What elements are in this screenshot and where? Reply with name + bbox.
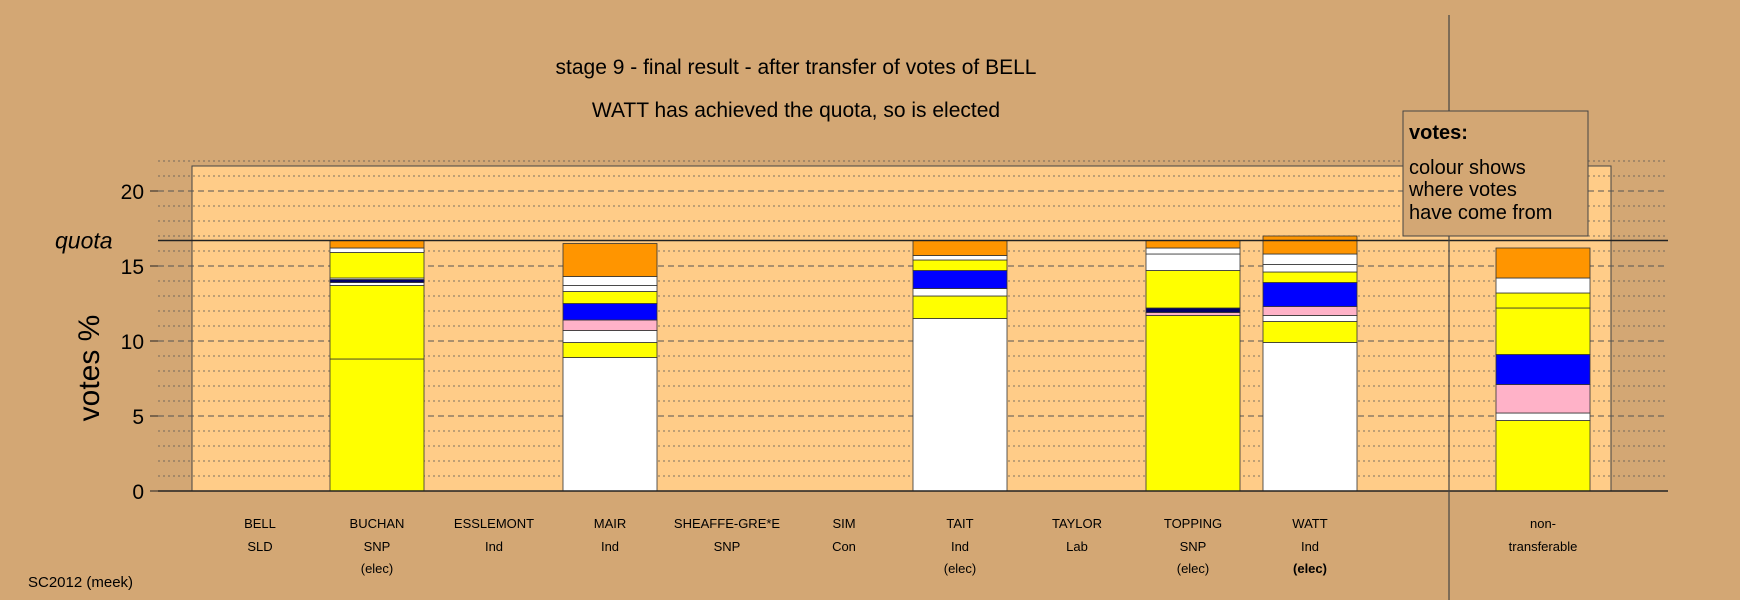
bar-segment xyxy=(1262,342,1358,492)
bar-segment xyxy=(912,288,1008,297)
bar-segment xyxy=(1262,235,1358,255)
bar-segment xyxy=(1262,253,1358,265)
chart-subtitle: WATT has achieved the quota, so is elect… xyxy=(592,99,1000,122)
bar-segment xyxy=(912,255,1008,261)
legend: votes: colour shows where votes have com… xyxy=(1402,110,1589,237)
bar-segment xyxy=(329,279,425,283)
y-axis: 0 5 10 15 20 xyxy=(121,181,1668,504)
bar-segment xyxy=(329,240,425,249)
bar-segment xyxy=(329,282,425,286)
y-tick-label: 15 xyxy=(121,256,144,279)
bar-segment xyxy=(1145,307,1241,313)
legend-line-2: where votes xyxy=(1408,179,1517,201)
candidate-status: (elec) xyxy=(1177,561,1210,576)
candidate-name: BUCHAN xyxy=(350,516,405,531)
bar-segment xyxy=(912,295,1008,319)
bar-segment xyxy=(329,247,425,253)
bar-segment xyxy=(1145,270,1241,309)
candidate-name: TAIT xyxy=(946,516,973,531)
candidate-name: WATT xyxy=(1292,516,1327,531)
candidate-party: SNP xyxy=(364,539,391,554)
candidate-party: Ind xyxy=(485,539,503,554)
candidate-name: TAYLOR xyxy=(1052,516,1102,531)
candidate-party: Lab xyxy=(1066,539,1088,554)
bar-segment xyxy=(1145,253,1241,271)
bar-segment xyxy=(1495,384,1591,414)
footer-note: SC2012 (meek) xyxy=(28,574,133,591)
bar-segment xyxy=(562,291,658,304)
legend-title: votes: xyxy=(1409,122,1468,144)
candidate-status: (elec) xyxy=(1293,561,1327,576)
bar-segment xyxy=(329,358,425,492)
bar-segment xyxy=(1262,306,1358,316)
bar-segment xyxy=(562,357,658,492)
bar-segment xyxy=(1145,247,1241,255)
bar-segment xyxy=(1495,247,1591,279)
candidate-status: (elec) xyxy=(361,561,394,576)
candidate-party: SLD xyxy=(247,539,272,554)
bar-segment xyxy=(562,342,658,358)
y-axis-label: votes % xyxy=(73,315,106,422)
bar-segment xyxy=(562,285,658,292)
candidate-name: TOPPING xyxy=(1164,516,1222,531)
plot-panel xyxy=(191,165,1612,492)
bar-segment xyxy=(1145,315,1241,492)
candidate-party: transferable xyxy=(1509,539,1578,554)
bar-segment xyxy=(562,330,658,343)
legend-line-1: colour shows xyxy=(1409,157,1526,179)
bar-segment xyxy=(1262,264,1358,273)
y-tick-label: 5 xyxy=(132,406,144,429)
bar-segment xyxy=(562,243,658,277)
candidate-labels: BELL SLD BUCHAN SNP (elec) ESSLEMONT Ind MAIR In… xyxy=(244,516,1577,576)
bar-segment xyxy=(329,285,425,360)
bar-segment xyxy=(1262,315,1358,322)
candidate-party: Ind xyxy=(1301,539,1319,554)
legend-line-3: have come from xyxy=(1409,202,1552,224)
bar-segment xyxy=(1495,354,1591,385)
bar-segment xyxy=(562,319,658,331)
bar-segment xyxy=(912,240,1008,256)
bar-segment xyxy=(912,259,1008,271)
bar-segment xyxy=(1145,312,1241,316)
candidate-name: MAIR xyxy=(594,516,627,531)
bar-segment xyxy=(1145,240,1241,249)
candidate-name: BELL xyxy=(244,516,276,531)
bar-segment xyxy=(1262,321,1358,343)
chart-title: stage 9 - final result - after transfer … xyxy=(556,56,1037,79)
bar-segment xyxy=(1495,420,1591,492)
bar-segment xyxy=(1495,277,1591,294)
legend-box xyxy=(1402,110,1589,237)
candidate-party: Ind xyxy=(601,539,619,554)
candidate-party: Con xyxy=(832,539,856,554)
candidate-name: SHEAFFE-GRE*E xyxy=(674,516,781,531)
candidate-party: Ind xyxy=(951,539,969,554)
candidate-name: ESSLEMONT xyxy=(454,516,534,531)
bar-segment xyxy=(1495,412,1591,421)
bar-segment xyxy=(1495,292,1591,309)
candidate-status: (elec) xyxy=(944,561,977,576)
bar-segment xyxy=(329,252,425,279)
y-tick-label: 20 xyxy=(121,181,144,204)
bar-segment xyxy=(562,276,658,286)
bar-segment xyxy=(912,270,1008,289)
candidate-name: non- xyxy=(1530,516,1556,531)
bar-segment xyxy=(562,303,658,321)
candidate-party: SNP xyxy=(714,539,741,554)
bar-segment xyxy=(1495,307,1591,355)
bar-segment xyxy=(912,318,1008,492)
bar-segment xyxy=(1262,282,1358,307)
bar-segment xyxy=(1262,271,1358,283)
quota-label: quota xyxy=(55,228,113,254)
candidate-name: SIM xyxy=(832,516,855,531)
y-tick-label: 10 xyxy=(121,331,144,354)
candidate-party: SNP xyxy=(1180,539,1207,554)
y-tick-label: 0 xyxy=(132,481,144,504)
